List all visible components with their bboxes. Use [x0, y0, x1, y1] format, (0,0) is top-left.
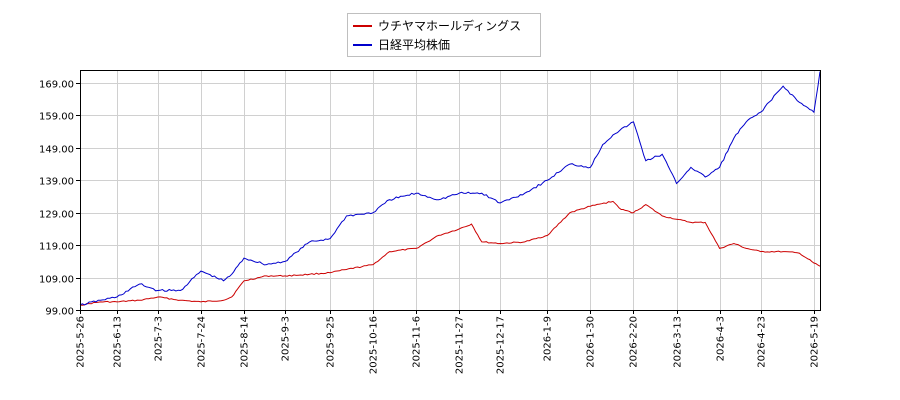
x-tick-label: 2026-5-19	[810, 316, 821, 368]
x-tick-label: 2025-7-3	[154, 316, 165, 361]
x-tick-label: 2025-8-14	[240, 316, 251, 368]
legend: ウチヤマホールディングス 日経平均株価	[347, 13, 541, 57]
y-tick-label: 129.00	[39, 210, 74, 221]
plot-frame	[80, 70, 821, 311]
x-tick-label: 2026-1-9	[543, 316, 554, 361]
y-tick-label: 149.00	[39, 145, 74, 156]
legend-box	[347, 13, 541, 57]
series-line-uchiyama	[79, 200, 821, 306]
x-tick-label: 2026-2-20	[629, 316, 640, 368]
x-axis-ticks: 2025-5-26 2025-6-13 2025-7-3 2025-7-24 2025-…	[76, 310, 821, 374]
x-tick-label: 2025-9-25	[326, 316, 337, 368]
y-tick-label: 99.00	[45, 307, 74, 318]
x-tick-label: 2025-10-16	[369, 316, 380, 374]
x-tick-label: 2025-12-17	[496, 316, 507, 374]
grid	[80, 70, 820, 311]
x-tick-label: 2025-6-13	[113, 316, 124, 368]
x-tick-label: 2025-11-6	[412, 316, 423, 368]
y-tick-label: 139.00	[39, 177, 74, 188]
y-axis-ticks: 99.00 109.00 119.00 129.00 139.00 149.00 159.0…	[39, 80, 80, 318]
x-tick-label: 2025-11-27	[455, 316, 466, 374]
legend-label-uchiyama: ウチヤマホールディングス	[378, 18, 521, 33]
x-tick-label: 2025-9-3	[281, 316, 292, 361]
x-tick-label: 2025-7-24	[197, 316, 208, 368]
x-tick-label: 2026-4-23	[757, 316, 768, 368]
x-tick-label: 2026-1-30	[586, 316, 597, 368]
x-tick-label: 2026-3-13	[673, 316, 684, 368]
y-tick-label: 119.00	[39, 242, 74, 253]
x-tick-label: 2025-5-26	[76, 316, 87, 368]
series-layer	[79, 71, 821, 306]
series-line-nikkei	[79, 71, 821, 306]
legend-label-nikkei: 日経平均株価	[378, 37, 450, 52]
y-tick-label: 109.00	[39, 275, 74, 286]
x-tick-label: 2026-4-3	[716, 316, 727, 361]
y-tick-label: 159.00	[39, 112, 74, 123]
y-tick-label: 169.00	[39, 80, 74, 91]
